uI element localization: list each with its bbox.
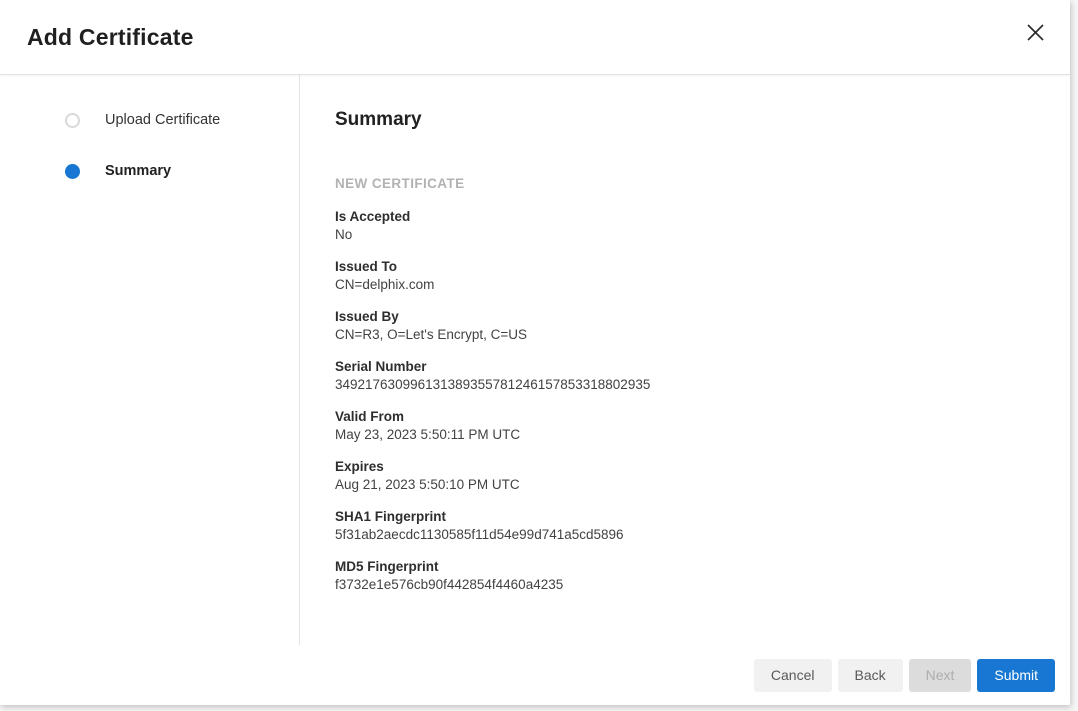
certificate-field: Expires Aug 21, 2023 5:50:10 PM UTC — [335, 458, 1040, 494]
step-radio-icon — [65, 112, 80, 128]
field-label: Is Accepted — [335, 209, 411, 224]
field-label: Valid From — [335, 409, 405, 424]
new-certificate-section-label: NEW CERTIFICATE — [335, 176, 465, 191]
field-value: CN=delphix.com — [335, 277, 435, 292]
summary-heading: Summary — [335, 109, 422, 130]
certificate-field: Is Accepted No — [335, 208, 1040, 244]
certificate-field: Valid From May 23, 2023 5:50:11 PM UTC — [335, 408, 1040, 444]
field-value: CN=R3, O=Let's Encrypt, C=US — [335, 327, 528, 342]
stepper-step-upload-certificate[interactable]: Upload Certificate — [65, 112, 299, 128]
dialog-title: Add Certificate — [27, 23, 194, 50]
certificate-field: Issued To CN=delphix.com — [335, 258, 1040, 294]
dialog-footer: Cancel Back Next Submit — [0, 645, 1070, 705]
back-button[interactable]: Back — [837, 658, 903, 692]
certificate-field: MD5 Fingerprint f3732e1e576cb90f442854f4… — [335, 558, 1040, 594]
close-button[interactable] — [1022, 19, 1048, 45]
field-value: Aug 21, 2023 5:50:10 PM UTC — [335, 477, 520, 492]
close-icon — [1024, 21, 1047, 44]
field-label: Issued By — [335, 309, 399, 324]
field-value: f3732e1e576cb90f442854f4460a4235 — [335, 577, 564, 592]
dialog-header: Add Certificate — [0, 0, 1070, 75]
cancel-button[interactable]: Cancel — [753, 658, 832, 692]
summary-panel: Summary NEW CERTIFICATE Is Accepted No I… — [300, 75, 1070, 645]
field-label: Serial Number — [335, 359, 427, 374]
wizard-stepper: Upload Certificate Summary — [0, 75, 300, 645]
field-label: MD5 Fingerprint — [335, 559, 439, 574]
submit-button[interactable]: Submit — [977, 658, 1055, 692]
step-label: Summary — [105, 163, 172, 179]
certificate-fields: Is Accepted No Issued To CN=delphix.com … — [335, 208, 1040, 594]
dialog-body: Upload Certificate Summary Summary NEW C… — [0, 75, 1070, 645]
field-value: No — [335, 227, 353, 242]
field-label: Issued To — [335, 259, 398, 274]
step-label: Upload Certificate — [105, 112, 221, 128]
step-radio-icon — [65, 163, 80, 179]
certificate-field: SHA1 Fingerprint 5f31ab2aecdc1130585f11d… — [335, 508, 1040, 544]
field-value: May 23, 2023 5:50:11 PM UTC — [335, 427, 521, 442]
stepper-step-summary[interactable]: Summary — [65, 163, 299, 179]
field-label: SHA1 Fingerprint — [335, 509, 447, 524]
field-value: 5f31ab2aecdc1130585f11d54e99d741a5cd5896 — [335, 527, 624, 542]
certificate-field: Serial Number 34921763099613138935578124… — [335, 358, 1040, 394]
certificate-field: Issued By CN=R3, O=Let's Encrypt, C=US — [335, 308, 1040, 344]
next-button[interactable]: Next — [908, 658, 972, 692]
field-label: Expires — [335, 459, 384, 474]
field-value: 3492176309961313893557812461578533188029… — [335, 377, 651, 392]
